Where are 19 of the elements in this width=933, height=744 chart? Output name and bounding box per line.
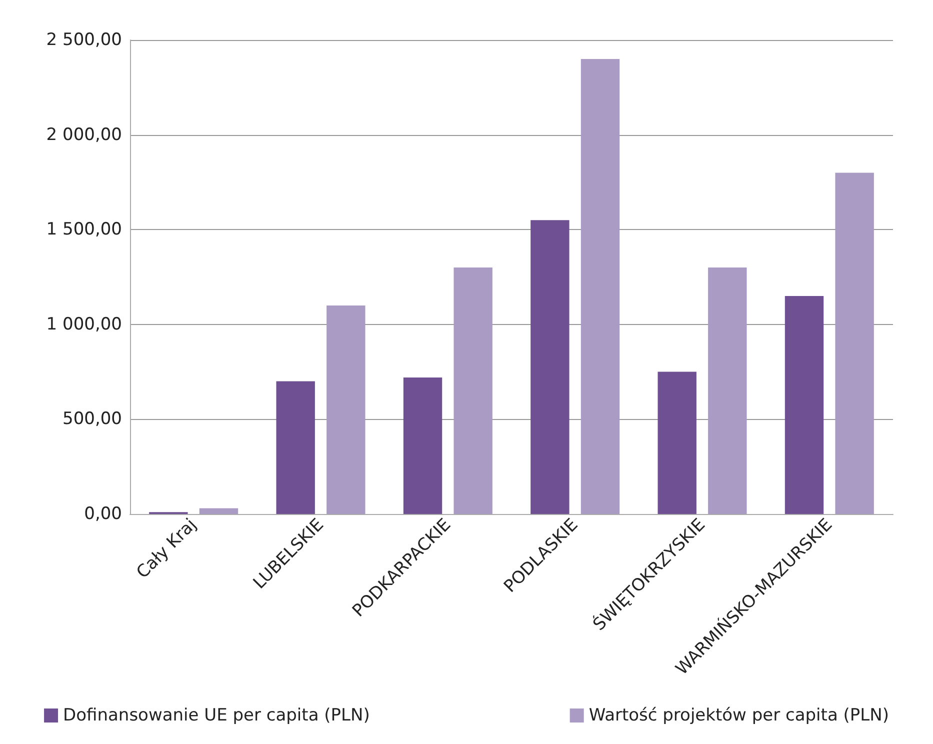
- bar: [199, 508, 238, 514]
- bar: [784, 296, 824, 514]
- y-tick-label: 1 500,00: [46, 220, 122, 240]
- y-tick-label: 500,00: [62, 409, 122, 430]
- bar: [403, 377, 442, 514]
- y-tick-label: 0,00: [84, 504, 122, 524]
- bar: [708, 268, 747, 514]
- bar: [530, 220, 570, 514]
- legend-label: Dofinansowanie UE per capita (PLN): [63, 706, 370, 726]
- y-tick-label: 2 500,00: [46, 30, 122, 50]
- y-tick-label: 2 000,00: [46, 124, 122, 145]
- legend-label: Wartość projektów per capita (PLN): [588, 706, 889, 726]
- bar: [454, 268, 492, 514]
- y-tick-label: 1 000,00: [46, 314, 122, 334]
- bar: [580, 58, 620, 514]
- bar: [658, 372, 696, 514]
- bar: [326, 305, 366, 514]
- bar: [276, 381, 315, 514]
- bar: [835, 172, 874, 514]
